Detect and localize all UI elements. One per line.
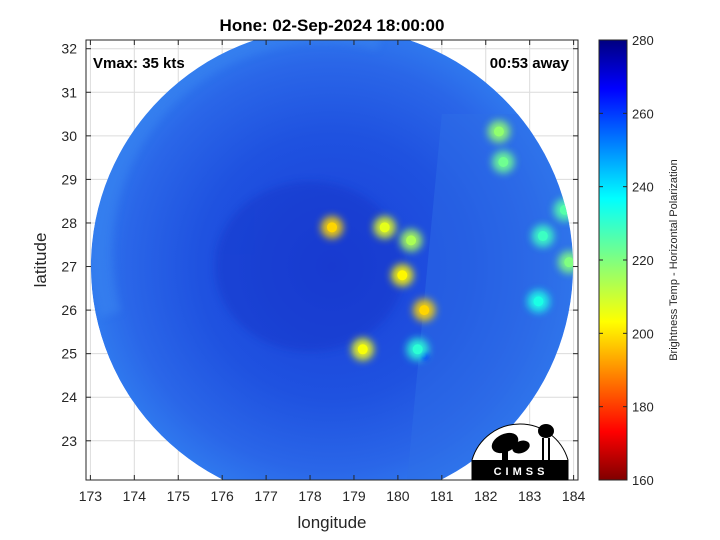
cimss-logo: CIMSS (471, 423, 569, 481)
feature-core (537, 231, 548, 242)
y-tick-label: 32 (61, 41, 77, 57)
colorbar-tick-label: 260 (632, 106, 654, 121)
x-tick-label: 182 (474, 488, 498, 504)
y-tick-label: 29 (61, 171, 77, 187)
colorbar-tick-label: 200 (632, 326, 654, 341)
x-tick-label: 181 (430, 488, 454, 504)
x-tick-label: 177 (254, 488, 278, 504)
y-tick-label: 26 (61, 302, 77, 318)
colorbar-label: Brightness Temp - Horizontal Polarizatio… (668, 159, 680, 361)
feature-core (564, 257, 574, 268)
y-axis-label: latitude (31, 233, 50, 288)
y-tick-label: 24 (61, 389, 77, 405)
x-tick-label: 184 (562, 488, 586, 504)
feature-core (419, 305, 430, 316)
logo-text: CIMSS (494, 466, 549, 478)
vmax-annotation: Vmax: 35 kts (93, 55, 185, 72)
x-tick-label: 183 (518, 488, 542, 504)
colorbar (598, 39, 628, 481)
y-tick-label: 23 (61, 433, 77, 449)
chart-title: Hone: 02-Sep-2024 18:00:00 (220, 16, 445, 35)
plot-frame (85, 39, 579, 481)
colorbar-tick-label: 280 (632, 33, 654, 48)
time-away-annotation: 00:53 away (490, 55, 570, 72)
east-strip (406, 114, 574, 480)
feature-core (397, 270, 408, 281)
colorbar-tick-label: 240 (632, 180, 654, 195)
x-tick-label: 180 (386, 488, 410, 504)
feature-core (493, 126, 504, 137)
colorbar-tick-label: 160 (632, 473, 654, 488)
y-tick-label: 30 (61, 128, 77, 144)
x-tick-label: 173 (79, 488, 103, 504)
feature-core (406, 235, 417, 246)
swath-image (90, 40, 574, 480)
y-tick-label: 27 (61, 259, 77, 275)
x-tick-label: 178 (298, 488, 322, 504)
y-tick-label: 31 (61, 84, 77, 100)
feature-core (533, 296, 544, 307)
x-tick-label: 176 (210, 488, 234, 504)
colorbar-ticks: 160 180 200 220 240 260 280 (599, 33, 654, 488)
x-tick-label: 179 (342, 488, 366, 504)
feature-core (412, 344, 423, 355)
feature-core (327, 222, 337, 233)
y-axis: 23 24 25 26 27 28 29 30 31 32 (61, 41, 578, 449)
x-tick-label: 175 (167, 488, 191, 504)
x-axis-label: longitude (297, 513, 366, 532)
core-region (215, 181, 406, 352)
feature-core (379, 222, 390, 233)
y-tick-label: 25 (61, 346, 77, 362)
feature-core (357, 344, 368, 355)
colorbar-tick-label: 220 (632, 253, 654, 268)
feature-core (498, 156, 509, 167)
colorbar-tick-label: 180 (632, 400, 654, 415)
y-tick-label: 28 (61, 215, 77, 231)
outer-band (90, 40, 384, 318)
x-axis: 173 174 175 176 177 178 179 180 181 182 183 184 (79, 40, 586, 504)
x-tick-label: 174 (123, 488, 147, 504)
